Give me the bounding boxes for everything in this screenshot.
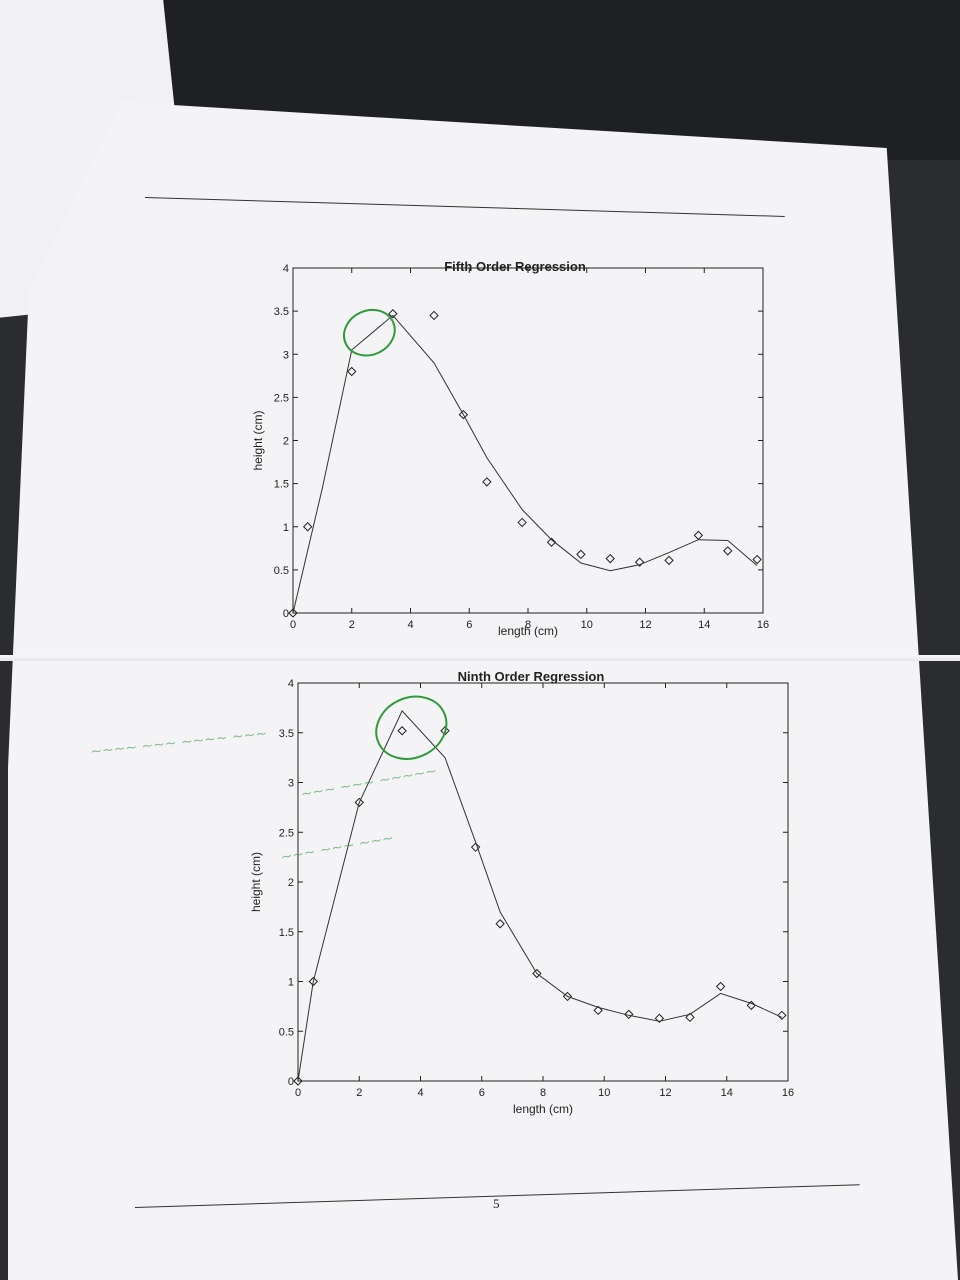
chart-2-data-point: [715, 981, 726, 992]
chart-1-data-point: [576, 549, 586, 560]
chart-1-data-point: [634, 557, 645, 567]
chart-2-regression-line: [297, 710, 783, 1082]
chart-1-data-point: [388, 309, 398, 319]
chart-2-data-point: [685, 1012, 695, 1023]
chart-2-x-tick-label: 8: [540, 1087, 546, 1099]
chart-1-y-tick-label: 3: [283, 349, 289, 361]
chart-1-data-point: [664, 555, 674, 566]
chart-2-y-tick-label: 3.5: [279, 728, 294, 740]
chart-2-data-point: [293, 1076, 303, 1086]
chart-1-data-point: [752, 554, 762, 565]
chart-1-x-tick-label: 2: [349, 619, 355, 631]
chart-1-regression-line: [292, 314, 758, 614]
chart-1-x-tick-label: 12: [639, 619, 651, 631]
chart-1-plot-frame: [292, 267, 764, 614]
chart-2-y-tick-label: 4: [288, 678, 294, 690]
chart-1-y-tick-label: 4: [283, 263, 289, 275]
chart-1-x-tick-label: 14: [698, 619, 710, 631]
chart-2-data-point: [397, 726, 407, 736]
chart-1-y-tick-label: 0.5: [274, 565, 289, 577]
chart-1-x-tick-label: 4: [407, 619, 413, 631]
chart-1-data-point: [517, 517, 527, 528]
chart-2-plot-frame: [297, 682, 789, 1082]
chart-1-y-tick-label: 1.5: [274, 479, 289, 491]
chart-2-y-tick-label: 1.5: [279, 927, 294, 939]
chart-1-x-tick-label: 16: [757, 619, 769, 631]
chart-2-hand-drawn-circle: [375, 695, 448, 760]
chart-2-x-tick-label: 0: [295, 1087, 301, 1099]
chart-2-data-point: [495, 919, 505, 929]
chart-2-y-tick-label: 1: [288, 977, 294, 989]
chart-2-x-tick-label: 4: [417, 1087, 423, 1099]
chart-2-y-tick-label: 2: [288, 877, 294, 889]
chart-1-y-axis-label: height (cm): [251, 410, 265, 470]
chart-2-data-point: [654, 1013, 665, 1024]
chart-1-title: Fifth Order Regression: [444, 259, 586, 274]
chart-1-data-point: [458, 409, 469, 420]
chart-2-data-point: [624, 1009, 634, 1020]
chart-2-x-tick-label: 12: [659, 1087, 671, 1099]
chart-2-y-tick-label: 2.5: [279, 827, 294, 839]
chart-2-data-point: [532, 968, 542, 979]
chart-2-data-point: [562, 991, 573, 1002]
chart-1-data-point: [482, 477, 492, 487]
page-number: 5: [493, 1196, 500, 1211]
chart-1-data-point: [723, 546, 733, 556]
chart-1-hand-drawn-circle: [343, 308, 396, 357]
chart-2-y-tick-label: 0: [288, 1076, 294, 1088]
chart-1-x-tick-label: 8: [525, 619, 531, 631]
paper-fold: [0, 655, 960, 661]
chart-1-x-axis-label: length (cm): [498, 624, 558, 638]
chart-2-y-tick-label: 0.5: [279, 1026, 294, 1038]
chart-1-y-tick-label: 3.5: [274, 306, 289, 318]
chart-1-data-point: [302, 522, 313, 532]
chart-2-data-point: [593, 1005, 603, 1016]
paper-page: [8, 102, 958, 1280]
chart-1-y-tick-label: 2.5: [274, 392, 289, 404]
chart-1-data-point: [605, 553, 615, 564]
chart-1-x-tick-label: 0: [290, 619, 296, 631]
chart-2-data-point: [354, 797, 364, 808]
chart-1-x-tick-label: 10: [581, 619, 593, 631]
chart-2-data-point: [777, 1010, 787, 1021]
chart-2-x-tick-label: 16: [782, 1087, 794, 1099]
chart-2-y-tick-label: 3: [288, 778, 294, 790]
chart-2-x-tick-label: 2: [356, 1087, 362, 1099]
chart-1-y-tick-label: 0: [283, 608, 289, 620]
chart-2-y-axis-label: height (cm): [249, 852, 263, 912]
chart-1-y-tick-label: 2: [283, 436, 289, 448]
chart-1-data-point: [429, 310, 439, 321]
chart-2-data-point: [470, 842, 481, 852]
chart-2-data-point: [308, 976, 319, 987]
chart-1-y-tick-label: 1: [283, 522, 289, 534]
chart-1-data-point: [693, 530, 704, 541]
chart-1-x-tick-label: 6: [466, 619, 472, 631]
chart-1-data-point: [546, 537, 557, 547]
chart-2-x-axis-label: length (cm): [513, 1102, 573, 1116]
chart-1-data-point: [347, 366, 357, 377]
chart-2-x-tick-label: 10: [598, 1087, 610, 1099]
chart-2-x-tick-label: 14: [721, 1087, 733, 1099]
chart-2-title: Ninth Order Regression: [458, 669, 605, 684]
chart-1-data-point: [288, 608, 298, 618]
chart-2-x-tick-label: 6: [479, 1087, 485, 1099]
